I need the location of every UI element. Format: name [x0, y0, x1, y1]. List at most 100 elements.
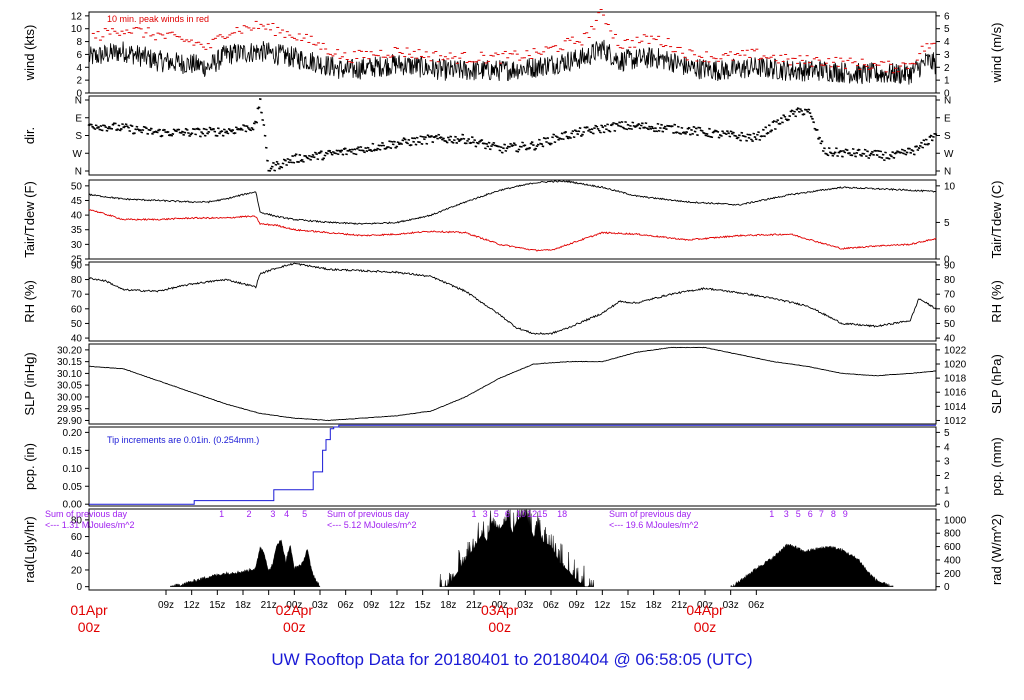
dir-mark [389, 147, 393, 150]
dir-mark [658, 126, 662, 130]
dir-mark [103, 124, 106, 127]
dir-mark [228, 129, 232, 132]
dir-mark [763, 135, 766, 138]
dir-mark [226, 132, 230, 135]
dir-mark [263, 134, 267, 137]
dir-mark [633, 125, 637, 128]
dir-mark [549, 142, 553, 145]
dir-mark [490, 145, 493, 148]
dir-mark [570, 132, 574, 135]
y-tick-label: 30.15 [57, 357, 82, 368]
dir-mark [639, 124, 643, 127]
dir-mark [793, 110, 796, 113]
dir-mark [314, 151, 317, 154]
dir-mark [402, 137, 406, 140]
y-tick-label-right: W [944, 149, 954, 160]
dir-mark [772, 120, 776, 123]
dir-mark [813, 127, 817, 130]
y-tick-label-right: N [944, 96, 951, 107]
y-tick-label: 0.00 [63, 500, 83, 511]
dir-mark [686, 127, 690, 130]
dir-mark [734, 134, 738, 138]
dir-mark [433, 135, 437, 138]
dir-mark [128, 129, 132, 133]
dir-mark [364, 147, 368, 150]
dir-mark [782, 114, 786, 117]
radiation-hour-mark: 5 [796, 509, 801, 519]
dir-mark [927, 142, 931, 145]
dir-mark [890, 155, 893, 158]
dir-mark [158, 128, 162, 131]
dir-mark [627, 127, 631, 130]
dir-mark [388, 140, 392, 143]
y-axis-title-right: SLP (hPa) [989, 354, 1004, 414]
y-tick-label-right: 4 [944, 442, 950, 453]
dir-mark [638, 127, 642, 130]
dir-mark [729, 130, 733, 133]
dir-mark [425, 142, 429, 145]
dir-mark [502, 147, 505, 150]
y-tick-label: 29.95 [57, 404, 82, 415]
dir-mark [181, 130, 184, 133]
dir-mark [929, 134, 933, 137]
dir-mark [673, 123, 677, 126]
dir-mark [462, 137, 466, 140]
dir-mark [377, 144, 381, 147]
radiation-hour-mark: 18 [557, 509, 567, 519]
y-tick-label: 10 [71, 24, 83, 35]
dir-mark [661, 130, 665, 133]
dir-mark [656, 122, 660, 125]
dir-mark [200, 131, 203, 134]
dir-mark [609, 124, 613, 127]
dir-mark [736, 136, 740, 139]
y-tick-label-right: 10 [944, 181, 956, 192]
dir-mark [769, 130, 772, 133]
dir-mark [135, 125, 139, 128]
dir-mark [331, 150, 335, 154]
y-tick-label: 12 [71, 11, 83, 22]
dir-mark [535, 145, 539, 148]
y-tick-label-right: 1012 [944, 416, 967, 427]
y-tick-label-right: 1022 [944, 345, 967, 356]
dir-mark [351, 148, 354, 151]
dir-mark [603, 124, 607, 127]
y-tick-label-right: 0 [944, 89, 950, 100]
radiation-hour-mark: 6 [505, 509, 510, 519]
dir-mark [874, 149, 878, 152]
dir-mark [856, 149, 860, 152]
dir-mark [357, 146, 360, 149]
dir-mark [565, 135, 569, 138]
radiation-hour-mark: 12 [527, 509, 537, 519]
y-tick-label-right: N [944, 167, 951, 178]
dir-mark [457, 140, 461, 143]
dir-mark [273, 169, 277, 172]
dir-mark [345, 153, 348, 156]
dir-mark [240, 128, 244, 131]
radiation-hour-mark: 8 [831, 509, 836, 519]
dir-mark [419, 135, 423, 138]
dir-mark [918, 144, 922, 147]
y-tick-label: 90 [71, 260, 83, 271]
dir-mark [122, 126, 126, 129]
dir-mark [498, 149, 502, 152]
dir-mark [244, 130, 248, 133]
y-tick-label-right: 40 [944, 334, 956, 345]
dir-mark [703, 132, 707, 135]
x-date-time-label: 00z [488, 619, 511, 635]
panel-rh: 40 50 60 70 80 90 40 50 60 70 80 90 RH (%) RH (%) [22, 260, 1004, 344]
dir-mark [123, 125, 127, 128]
dir-mark [819, 142, 823, 145]
dir-mark [96, 126, 99, 130]
dir-mark [225, 130, 229, 133]
y-tick-label: 30.20 [57, 345, 82, 356]
dir-mark [685, 131, 689, 134]
dir-mark [921, 146, 925, 149]
plot-frame [88, 179, 937, 260]
y-tick-label: 25 [71, 255, 83, 266]
plot-frame [88, 261, 937, 342]
dir-mark [423, 138, 426, 141]
dir-mark [696, 133, 699, 137]
y-tick-label-right: 0 [944, 500, 950, 511]
dir-mark [113, 122, 117, 125]
dir-mark [794, 115, 798, 118]
